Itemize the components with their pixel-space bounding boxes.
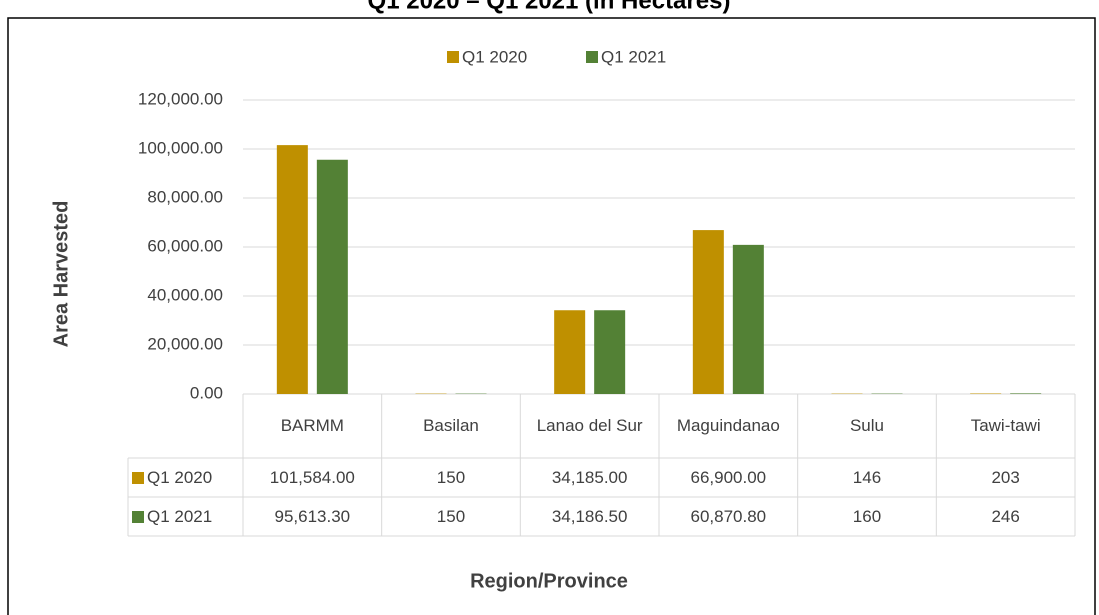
table-value: 160 <box>852 506 882 526</box>
table-value: 150 <box>436 506 466 526</box>
table-series-name: Q1 2021 <box>147 506 213 526</box>
y-tick-label: 20,000.00 <box>147 334 223 353</box>
table-value: 146 <box>852 467 882 487</box>
table-value: 34,185.00 <box>551 467 628 487</box>
legend-label: Q1 2021 <box>601 47 666 66</box>
x-axis-label: Region/Province <box>470 570 628 592</box>
y-tick-label: 100,000.00 <box>138 138 223 157</box>
bar <box>316 159 348 394</box>
table-swatch <box>132 471 144 484</box>
y-axis-label: Area Harvested <box>50 201 72 348</box>
table-value: 66,900.00 <box>690 467 767 487</box>
table-value: 101,584.00 <box>269 467 355 487</box>
bar <box>732 244 764 394</box>
table-value: 246 <box>991 506 1020 526</box>
bar <box>276 145 308 394</box>
legend-swatch <box>586 51 598 63</box>
table-series-label: Q1 2021 <box>128 497 243 536</box>
y-tick-label: 80,000.00 <box>147 187 223 206</box>
table-value: 34,186.50 <box>551 506 628 526</box>
x-tick-label: Maguindanao <box>676 416 780 435</box>
x-tick-label: Lanao del Sur <box>536 416 643 435</box>
table-series-name: Q1 2020 <box>147 467 213 487</box>
table-series-label: Q1 2020 <box>128 458 243 497</box>
bar <box>554 310 586 394</box>
chart-title: Q1 2020 – Q1 2021 (in Hectares) <box>368 0 731 14</box>
table-value: 60,870.80 <box>690 506 767 526</box>
x-tick-label: Tawi-tawi <box>970 416 1041 435</box>
y-tick-label: 60,000.00 <box>147 236 223 255</box>
x-tick-label: Sulu <box>849 416 884 435</box>
table-swatch <box>132 510 144 523</box>
table-value: 150 <box>436 467 466 487</box>
y-tick-label: 40,000.00 <box>147 285 223 304</box>
bar <box>692 230 724 394</box>
y-tick-label: 0.00 <box>190 383 223 402</box>
bar <box>1010 393 1042 394</box>
legend-label: Q1 2020 <box>462 47 527 66</box>
bar <box>594 310 626 394</box>
x-tick-label: Basilan <box>423 416 479 435</box>
y-tick-label: 120,000.00 <box>138 89 223 108</box>
table-value: 95,613.30 <box>274 506 351 526</box>
chart-border <box>7 17 1096 615</box>
x-tick-label: BARMM <box>280 416 344 435</box>
legend-swatch <box>447 51 459 63</box>
table-value: 203 <box>991 467 1020 487</box>
